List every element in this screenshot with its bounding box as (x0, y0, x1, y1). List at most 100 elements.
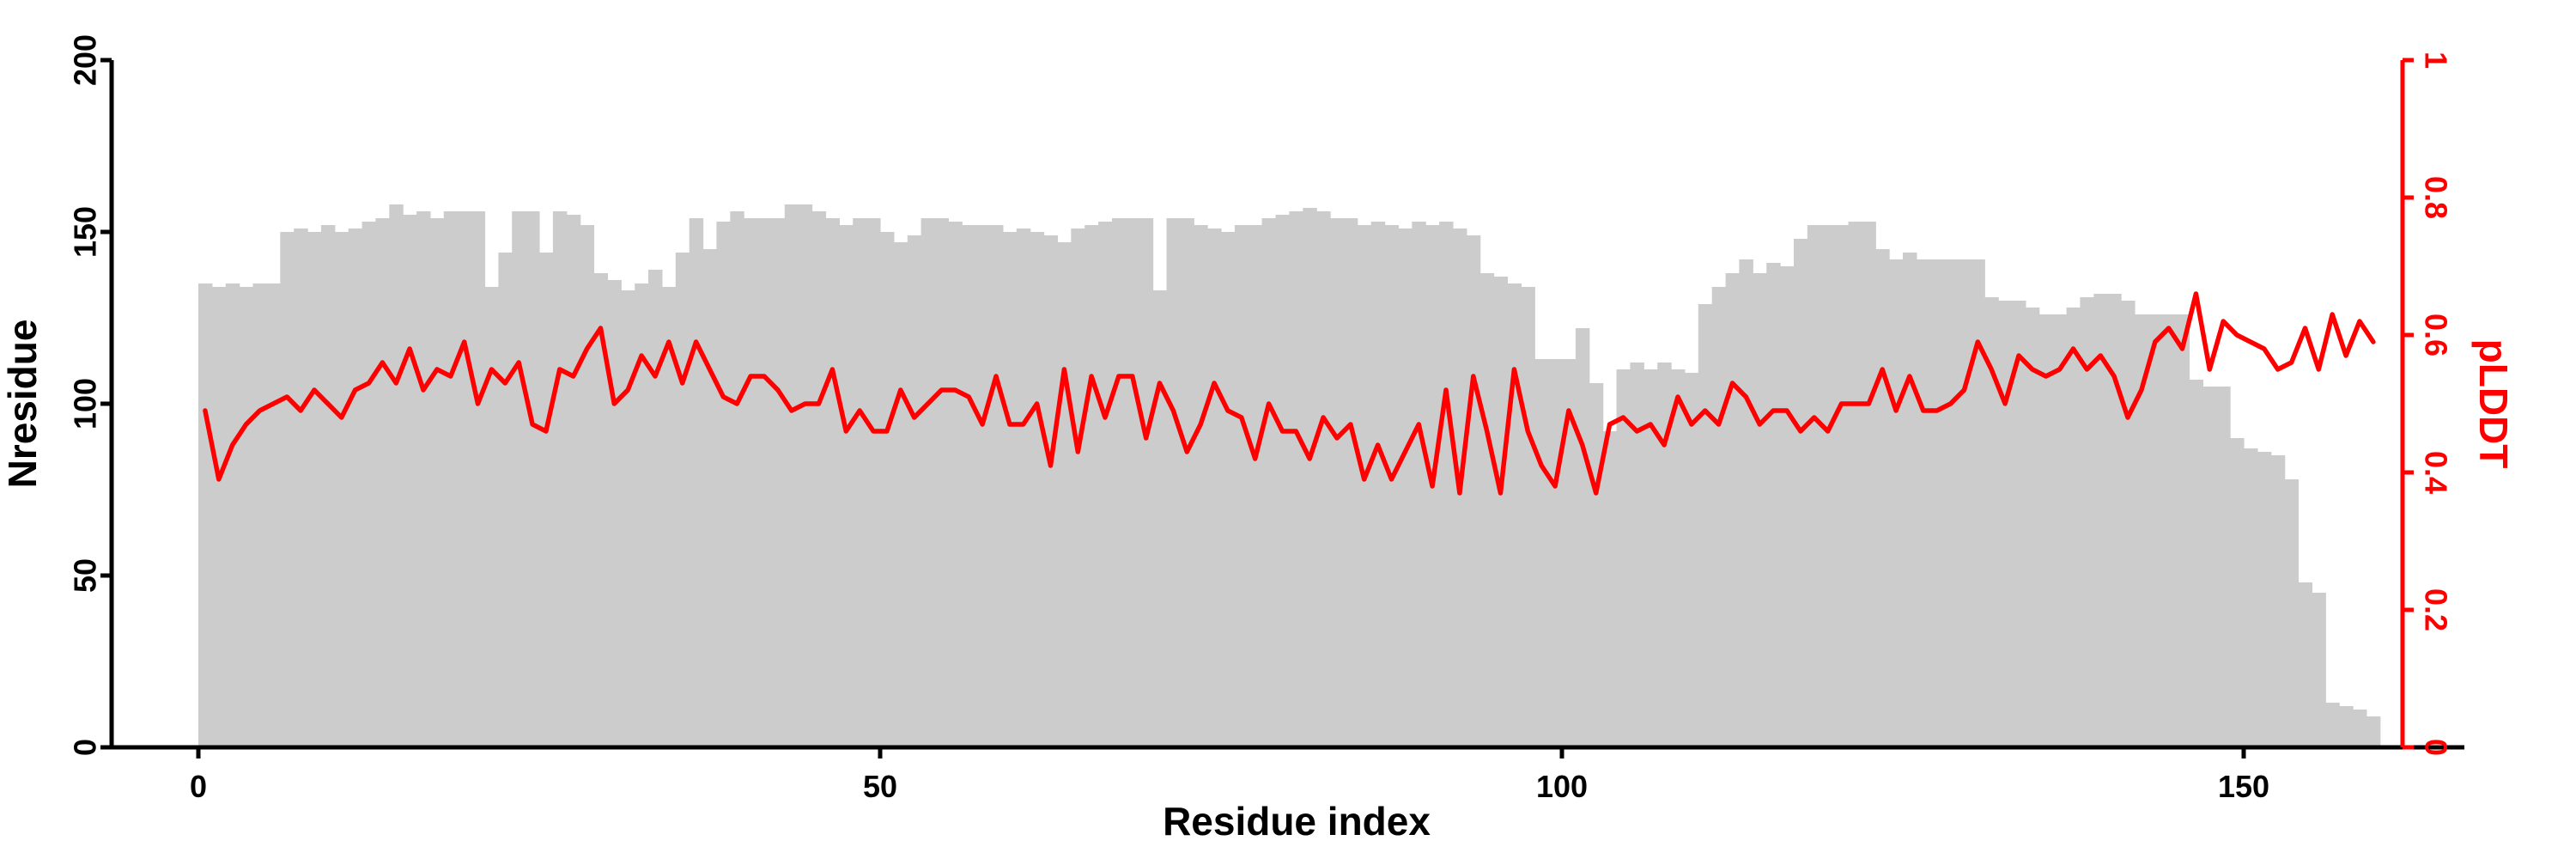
bar (1043, 235, 1059, 747)
bar (2244, 448, 2258, 747)
bar (443, 211, 459, 747)
y-axis-left: 0 50 100 150 200 (68, 34, 114, 756)
bar (2325, 703, 2340, 747)
bar (853, 218, 867, 747)
bar (307, 232, 322, 747)
bar (1711, 287, 1727, 747)
bar (334, 232, 349, 747)
bar (375, 218, 390, 747)
y-right-tick-label: 1 (2418, 52, 2453, 69)
bar (2216, 387, 2231, 747)
bar (1848, 222, 1862, 747)
bar (1534, 359, 1549, 747)
bar (1330, 218, 1345, 747)
bar (1412, 222, 1426, 747)
bar (1957, 259, 1971, 747)
bar (2012, 301, 2026, 747)
bar (2230, 438, 2245, 747)
bar (798, 204, 813, 747)
bar (1616, 369, 1631, 747)
bar (320, 225, 336, 747)
bar (552, 211, 568, 747)
bar (1862, 222, 1876, 747)
bar (1630, 362, 1644, 747)
bar (1221, 232, 1236, 747)
bar (621, 290, 635, 747)
bar (225, 283, 240, 747)
bar (1343, 218, 1358, 747)
bar (1971, 259, 1985, 747)
bar (1671, 369, 1686, 747)
bar (2161, 314, 2177, 747)
bar (689, 218, 704, 747)
bar (498, 253, 513, 747)
y-axis-left-title: Nresidue (0, 320, 45, 489)
bar (744, 218, 758, 747)
bar (907, 235, 922, 747)
bar (389, 204, 404, 747)
bar (294, 228, 308, 747)
bar (1479, 273, 1495, 747)
bar (1507, 283, 1522, 747)
bar (1521, 287, 1535, 747)
bar (1929, 259, 1945, 747)
bar (2080, 297, 2094, 747)
bar (348, 228, 363, 747)
bar (2093, 294, 2108, 747)
bar (2025, 308, 2040, 747)
bar (975, 225, 990, 747)
bar (2175, 314, 2190, 747)
bar (635, 283, 649, 747)
bar (1139, 218, 1154, 747)
bar (1384, 225, 1400, 747)
bar (1002, 232, 1018, 747)
y-axis-right-title: pLDDT (2471, 339, 2516, 469)
y-right-tick-label: 0.6 (2418, 314, 2453, 356)
bar (825, 218, 840, 747)
bar (1493, 277, 1509, 747)
bar (252, 283, 267, 747)
bar (675, 253, 690, 747)
bar (1575, 328, 1590, 747)
bar (416, 211, 431, 747)
bar (716, 222, 731, 747)
bar (1166, 218, 1181, 747)
bar (2284, 479, 2300, 747)
y-right-tick-label: 0 (2418, 739, 2453, 756)
y-left-tick-label: 50 (68, 558, 103, 593)
bar (934, 218, 949, 747)
bar (539, 253, 554, 747)
bar (1903, 253, 1917, 747)
bar (920, 218, 936, 747)
bar (2038, 314, 2054, 747)
bar (280, 232, 295, 747)
bar (2121, 301, 2136, 747)
bar (1071, 228, 1085, 747)
bar (1357, 225, 1372, 747)
bar (266, 283, 281, 747)
bar (1207, 228, 1222, 747)
y-left-tick-label: 200 (68, 34, 103, 86)
bar (839, 225, 854, 747)
bar (457, 211, 472, 747)
bar (1739, 259, 1753, 747)
bar (484, 287, 499, 747)
bar (1275, 215, 1290, 747)
y-right-tick-label: 0.2 (2418, 588, 2453, 631)
bar (2135, 314, 2149, 747)
bar (2052, 314, 2068, 747)
bar (593, 273, 608, 747)
bar (1466, 235, 1481, 747)
bar (2066, 308, 2081, 747)
bar (1643, 369, 1658, 747)
bar (566, 215, 581, 747)
bar (989, 225, 1004, 747)
bar (893, 242, 908, 747)
bar (1834, 225, 1850, 747)
bar (430, 218, 445, 747)
bar (512, 211, 526, 747)
bar (1589, 383, 1604, 747)
bar (757, 218, 772, 747)
